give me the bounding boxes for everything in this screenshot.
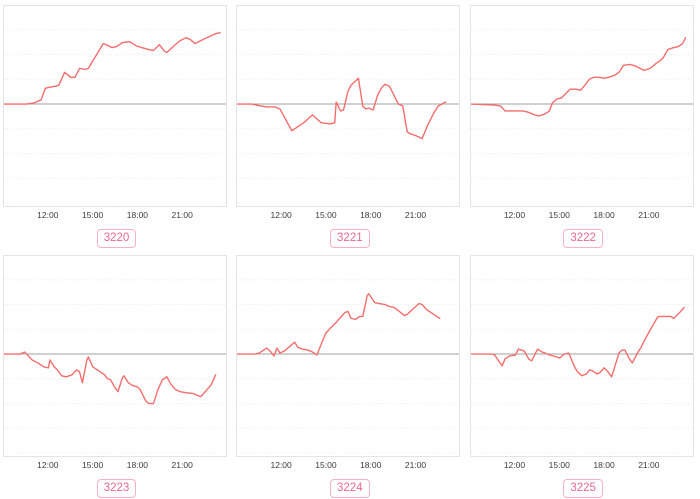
x-tick-label: 18:00 xyxy=(360,460,382,470)
series-line xyxy=(237,292,441,357)
x-tick-label: 15:00 xyxy=(315,460,337,470)
x-tick-label: 18:00 xyxy=(126,210,149,220)
badge-row: 3225 xyxy=(467,478,700,498)
line-chart-plot[interactable] xyxy=(3,5,227,207)
x-tick-label: 21:00 xyxy=(171,210,193,220)
series-line xyxy=(470,36,686,117)
chart-cell: 12:00 15:00 18:00 21:00 3225 xyxy=(467,250,700,499)
x-tick-label: 12:00 xyxy=(270,460,292,470)
chart-cell: 12:00 15:00 18:00 21:00 3221 xyxy=(233,0,466,250)
x-axis-ticks: 12:00 15:00 18:00 21:00 xyxy=(236,207,460,222)
x-tick-label: 21:00 xyxy=(171,460,193,470)
x-axis-ticks: 12:00 15:00 18:00 21:00 xyxy=(470,207,694,222)
chart-cell: 12:00 15:00 18:00 21:00 3220 xyxy=(0,0,233,250)
line-chart-plot[interactable] xyxy=(3,255,227,457)
chart-id-badge[interactable]: 3222 xyxy=(563,229,603,248)
x-tick-label: 12:00 xyxy=(270,210,292,220)
badge-row: 3220 xyxy=(0,228,233,248)
line-chart-svg xyxy=(237,279,460,454)
line-chart-plot[interactable] xyxy=(469,255,694,457)
badge-row: 3223 xyxy=(0,478,233,498)
chart-id-badge[interactable]: 3220 xyxy=(96,229,137,248)
x-axis-ticks: 12:00 15:00 18:00 21:00 xyxy=(470,457,694,472)
series-line xyxy=(237,77,447,140)
x-tick-label: 12:00 xyxy=(37,460,59,470)
x-tick-label: 18:00 xyxy=(593,210,615,220)
chart-id-badge[interactable]: 3223 xyxy=(96,479,137,498)
line-chart-svg xyxy=(4,29,226,204)
x-axis-ticks: 12:00 15:00 18:00 21:00 xyxy=(236,457,460,472)
chart-id-badge[interactable]: 3221 xyxy=(330,229,370,248)
x-tick-label: 15:00 xyxy=(548,210,570,220)
badge-row: 3221 xyxy=(233,228,466,248)
line-chart-svg xyxy=(237,29,460,204)
x-tick-label: 15:00 xyxy=(81,210,104,220)
chart-cell: 12:00 15:00 18:00 21:00 3224 xyxy=(233,250,466,499)
chart-cell: 12:00 15:00 18:00 21:00 3222 xyxy=(467,0,700,250)
x-tick-label: 15:00 xyxy=(315,210,337,220)
x-tick-label: 21:00 xyxy=(638,210,660,220)
line-chart-svg xyxy=(4,279,226,454)
series-line xyxy=(4,351,217,405)
line-chart-plot[interactable] xyxy=(236,5,461,207)
x-tick-label: 18:00 xyxy=(360,210,382,220)
badge-row: 3224 xyxy=(233,478,466,498)
chart-cell: 12:00 15:00 18:00 21:00 3223 xyxy=(0,250,233,499)
x-tick-label: 12:00 xyxy=(503,210,526,220)
x-tick-label: 12:00 xyxy=(37,210,59,220)
chart-id-badge[interactable]: 3224 xyxy=(330,479,370,498)
badge-row: 3222 xyxy=(467,228,700,248)
series-line xyxy=(470,306,685,378)
x-tick-label: 15:00 xyxy=(81,460,104,470)
chart-id-badge[interactable]: 3225 xyxy=(563,479,603,498)
line-chart-svg xyxy=(470,29,693,204)
x-tick-label: 21:00 xyxy=(404,210,427,220)
x-tick-label: 15:00 xyxy=(548,460,570,470)
x-tick-label: 18:00 xyxy=(593,460,615,470)
x-axis-ticks: 12:00 15:00 18:00 21:00 xyxy=(3,207,227,222)
line-chart-plot[interactable] xyxy=(469,5,694,207)
x-tick-label: 18:00 xyxy=(126,460,149,470)
x-tick-label: 21:00 xyxy=(404,460,427,470)
x-tick-label: 21:00 xyxy=(638,460,660,470)
line-chart-plot[interactable] xyxy=(236,255,461,457)
series-line xyxy=(4,32,221,105)
line-chart-svg xyxy=(470,279,693,454)
x-tick-label: 12:00 xyxy=(503,460,526,470)
x-axis-ticks: 12:00 15:00 18:00 21:00 xyxy=(3,457,227,472)
